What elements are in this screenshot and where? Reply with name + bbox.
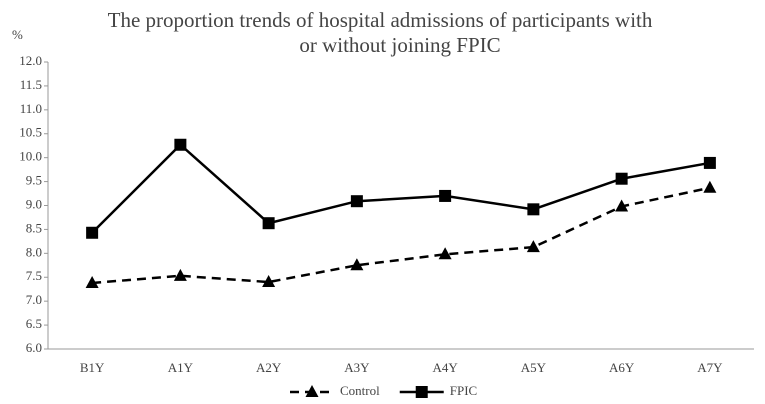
y-tick-label: 12.0 xyxy=(19,53,42,68)
marker xyxy=(262,275,276,288)
y-tick-label: 8.0 xyxy=(26,244,42,259)
x-tick-label: A1Y xyxy=(168,360,194,375)
marker xyxy=(439,189,452,202)
y-tick-label: 7.5 xyxy=(26,268,42,283)
y-tick-label: 9.0 xyxy=(26,196,42,211)
marker xyxy=(415,386,428,398)
line xyxy=(91,143,711,234)
chart-title: The proportion trends of hospital admiss… xyxy=(108,8,653,32)
x-tick-label: A7Y xyxy=(697,360,723,375)
marker xyxy=(174,138,187,151)
y-axis-label: % xyxy=(12,27,23,42)
marker xyxy=(350,195,363,208)
y-tick-label: 6.5 xyxy=(26,316,42,331)
x-tick-label: A3Y xyxy=(344,360,370,375)
y-tick-label: 11.5 xyxy=(20,77,42,92)
marker xyxy=(526,240,540,253)
y-tick-label: 6.0 xyxy=(26,340,42,355)
y-tick-label: 8.5 xyxy=(26,220,42,235)
marker xyxy=(305,385,319,397)
marker xyxy=(615,199,629,212)
x-tick-label: A5Y xyxy=(521,360,547,375)
legend-label: FPIC xyxy=(450,383,477,398)
x-tick-label: B1Y xyxy=(80,360,105,375)
marker xyxy=(527,203,540,216)
marker xyxy=(86,226,99,239)
marker xyxy=(438,247,452,260)
y-tick-label: 11.0 xyxy=(20,101,42,116)
y-tick-label: 7.0 xyxy=(26,292,42,307)
line xyxy=(92,186,711,285)
marker xyxy=(350,258,364,271)
legend-label: Control xyxy=(340,383,380,398)
y-tick-label: 9.5 xyxy=(26,173,42,188)
marker xyxy=(703,180,717,193)
chart-title: or without joining FPIC xyxy=(299,33,500,57)
x-tick-label: A6Y xyxy=(609,360,635,375)
x-tick-label: A4Y xyxy=(432,360,458,375)
marker xyxy=(615,172,628,185)
y-tick-label: 10.5 xyxy=(19,125,42,140)
marker xyxy=(173,268,187,281)
x-tick-label: A2Y xyxy=(256,360,282,375)
marker xyxy=(85,275,99,288)
marker xyxy=(262,217,275,230)
y-tick-label: 10.0 xyxy=(19,149,42,164)
marker xyxy=(703,156,716,169)
